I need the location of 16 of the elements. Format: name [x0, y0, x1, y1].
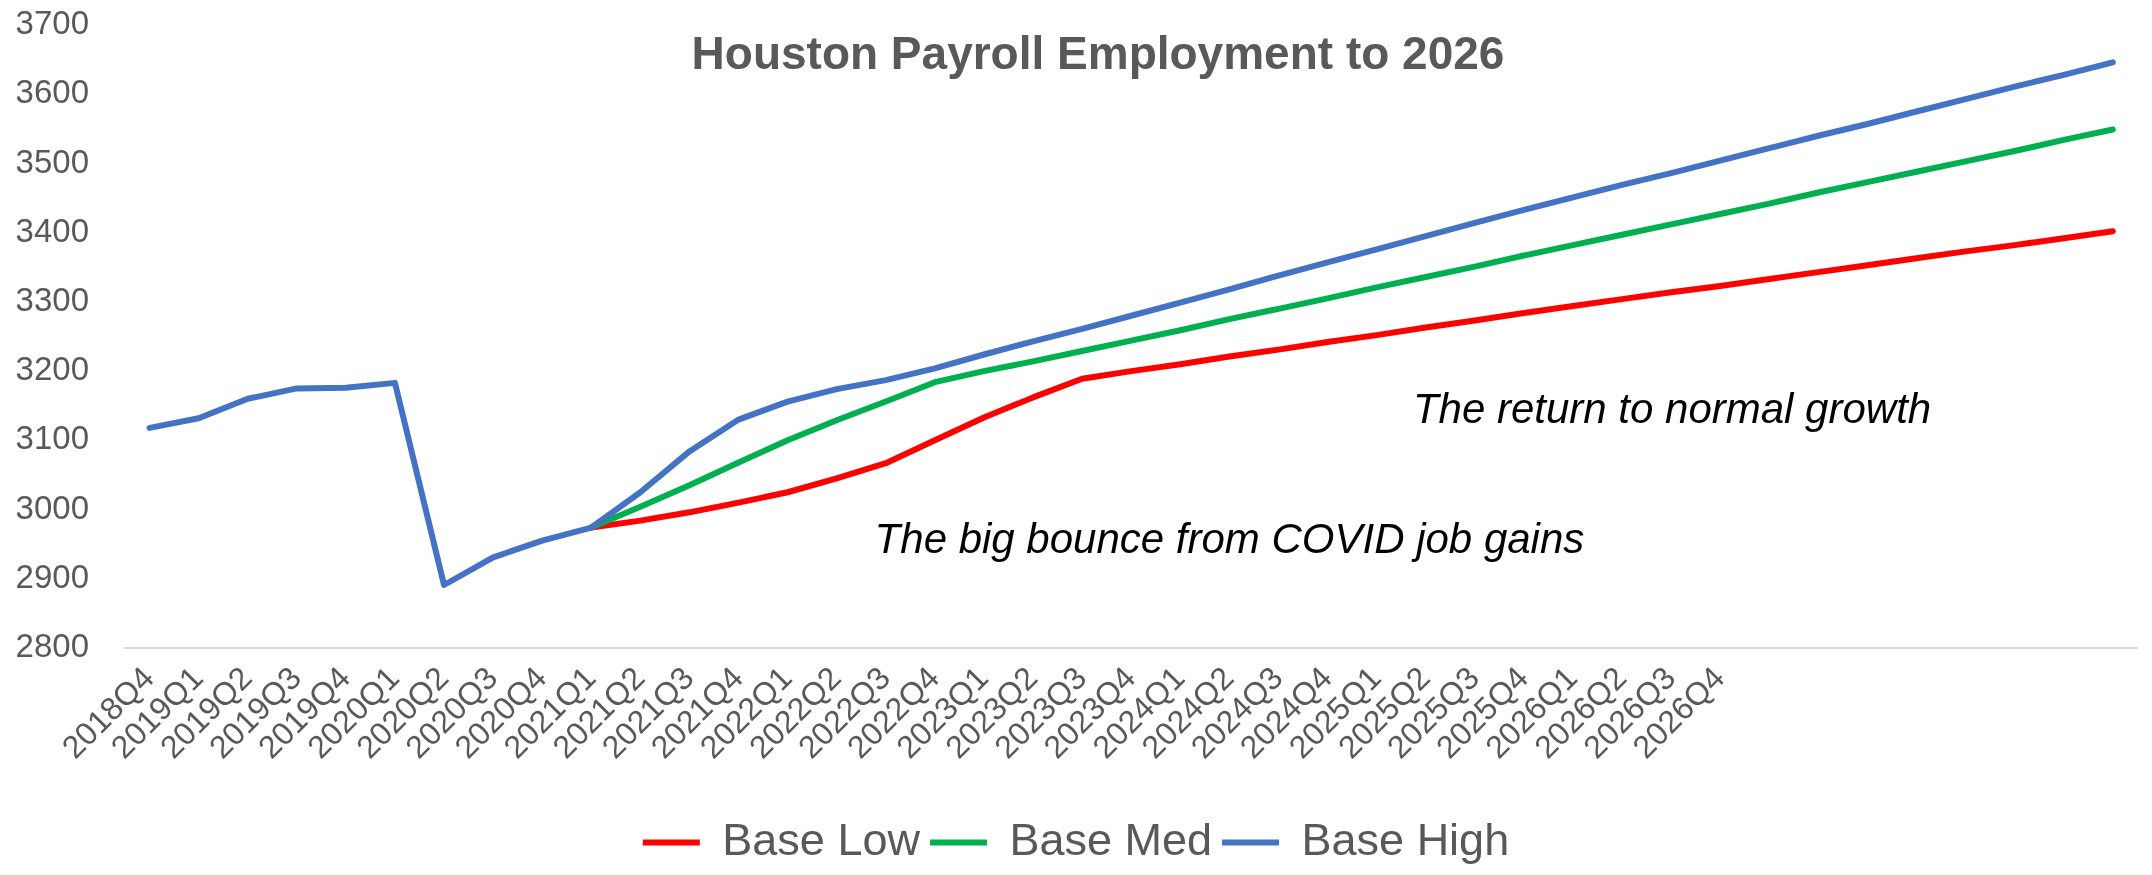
legend-label: Base High [1301, 813, 1510, 865]
y-tick-label: 3100 [15, 419, 89, 457]
y-tick-label: 3000 [15, 488, 89, 526]
y-tick-label: 3400 [15, 211, 89, 249]
y-tick-label: 3300 [15, 280, 89, 318]
y-tick-label: 3200 [15, 350, 89, 388]
y-tick-label: 3700 [15, 4, 89, 42]
annotation: The big bounce from COVID job gains [874, 514, 1585, 562]
legend-label: Base Med [1009, 813, 1213, 865]
annotation: The return to normal growth [1412, 384, 1932, 432]
chart-title: Houston Payroll Employment to 2026 [691, 27, 1505, 80]
y-tick-label: 2800 [15, 627, 89, 665]
y-tick-label: 2900 [15, 557, 89, 595]
y-tick-label: 3600 [15, 73, 89, 111]
legend-label: Base Low [722, 813, 921, 865]
y-tick-label: 3500 [15, 142, 89, 180]
